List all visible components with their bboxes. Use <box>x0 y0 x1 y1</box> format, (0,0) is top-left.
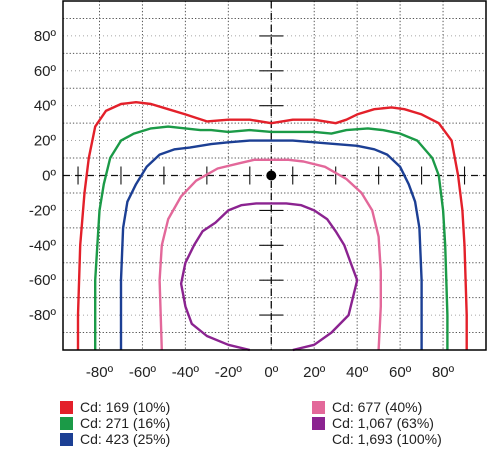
legend-label: Cd: 1,693 (100%) <box>332 431 442 447</box>
x-tick-labels: -80º -60º -40º -20º 0º 20º 40º 60º 80º <box>86 364 455 381</box>
y-tick-label: 60º <box>34 63 57 80</box>
x-tick-label: 40º <box>346 364 369 381</box>
y-tick-label: 40º <box>34 98 57 115</box>
legend-left: Cd: 169 (10%) Cd: 271 (16%) Cd: 423 (25%… <box>60 399 170 447</box>
isocandela-curve <box>94 125 449 350</box>
curves <box>76 101 468 352</box>
y-tick-label: 20º <box>34 133 57 150</box>
legend-item: Cd: 169 (10%) <box>60 399 170 415</box>
legend-item: Cd: 1,693 (100%) <box>312 431 442 447</box>
x-tick-label: 20º <box>303 364 326 381</box>
legend-swatch <box>60 432 73 446</box>
x-tick-label: -80º <box>86 364 114 381</box>
y-tick-label: -60º <box>29 272 57 289</box>
legend-label: Cd: 423 (25%) <box>80 431 171 447</box>
isocandela-curve <box>158 158 382 351</box>
y-tick-label: -80º <box>29 307 57 324</box>
legend-right: Cd: 677 (40%) Cd: 1,067 (63%) Cd: 1,693 … <box>312 399 442 447</box>
y-tick-labels: 80º 60º 40º 20º 0º -20º -40º -60º -80º <box>29 28 57 324</box>
legend-swatch <box>60 416 73 430</box>
legend-swatch <box>60 400 73 414</box>
legend-item: Cd: 423 (25%) <box>60 431 170 447</box>
y-tick-label: -40º <box>29 237 57 254</box>
legend-item: Cd: 271 (16%) <box>60 415 170 431</box>
isocandela-curve <box>76 101 468 350</box>
legend-label: Cd: 271 (16%) <box>80 415 171 431</box>
legend-swatch-empty <box>312 433 325 446</box>
plot-frame <box>62 0 487 351</box>
isocandela-curve <box>119 139 423 350</box>
y-tick-label: -20º <box>29 202 57 219</box>
x-tick-label: -40º <box>172 364 200 381</box>
x-tick-label: 80º <box>432 364 455 381</box>
center-marker <box>266 170 277 181</box>
x-tick-label: -60º <box>129 364 157 381</box>
y-tick-label: 80º <box>34 28 57 45</box>
legend-label: Cd: 677 (40%) <box>332 399 423 415</box>
x-tick-label: 0º <box>264 364 278 381</box>
x-tick-label: 60º <box>389 364 412 381</box>
legend-label: Cd: 169 (10%) <box>80 399 171 415</box>
legend-item: Cd: 1,067 (63%) <box>312 415 442 431</box>
legend-swatch <box>312 416 325 430</box>
y-tick-label: 0º <box>42 168 56 185</box>
isocandela-curve <box>179 202 359 352</box>
x-tick-label: -20º <box>215 364 243 381</box>
legend-item: Cd: 677 (40%) <box>312 399 442 415</box>
legend-label: Cd: 1,067 (63%) <box>332 415 434 431</box>
legend-swatch <box>312 400 325 414</box>
